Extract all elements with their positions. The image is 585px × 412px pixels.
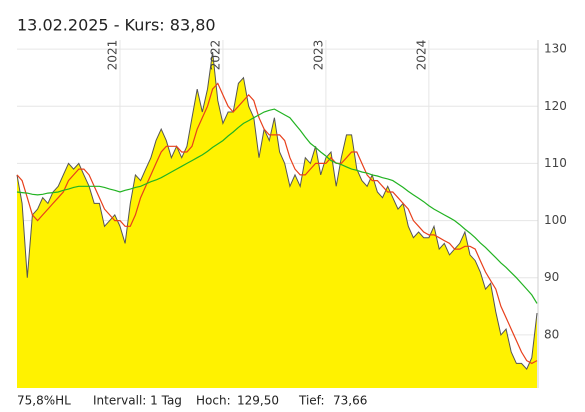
series-layer	[16, 51, 538, 388]
area-fill	[17, 52, 537, 388]
y-tick-label: 130	[544, 42, 567, 56]
y-tick-label: 100	[544, 213, 567, 227]
range-info: 75,8%HL	[17, 394, 71, 408]
price-line	[16, 82, 538, 365]
y-tick-label: 80	[544, 327, 559, 341]
y-tick-label: 90	[544, 270, 559, 284]
x-tick-label: 2023	[311, 40, 325, 71]
y-tick-label: 110	[544, 156, 567, 170]
price-line	[16, 108, 538, 304]
plot-area: 80 90 100 110 120 130 2021 2022 2023 2024	[16, 40, 567, 388]
x-tick-label: 2021	[105, 40, 119, 71]
y-tick-label: 120	[544, 99, 567, 113]
interval-info: Intervall: 1 Tag	[93, 394, 182, 408]
low-value: 73,66	[333, 394, 367, 408]
high-label: Hoch:	[196, 394, 231, 408]
x-tick-label: 2022	[208, 40, 222, 71]
ticks: 80 90 100 110 120 130 2021 2022 2023 2024	[105, 40, 567, 388]
chart-title: 13.02.2025 - Kurs: 83,80	[17, 16, 216, 35]
high-value: 129,50	[237, 394, 279, 408]
low-label: Tief:	[298, 394, 325, 408]
x-tick-label: 2024	[414, 40, 428, 71]
